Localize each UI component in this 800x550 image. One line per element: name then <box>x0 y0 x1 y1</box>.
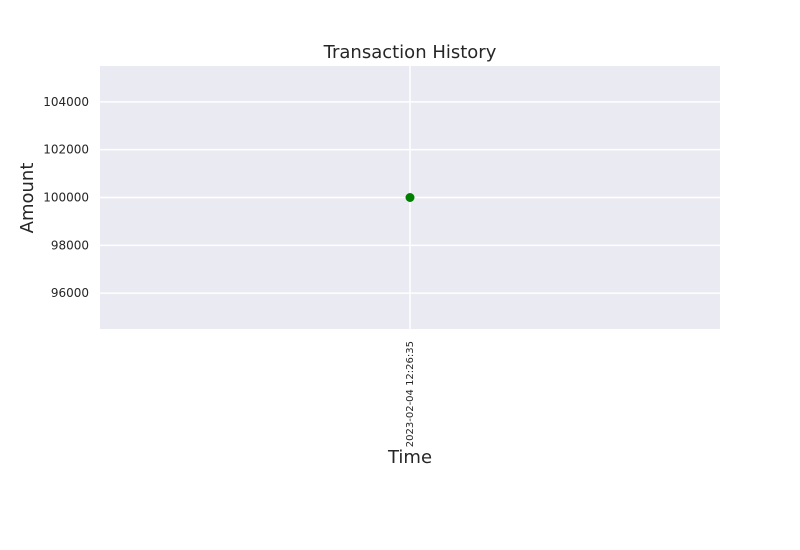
x-tick-labels: 2023-02-04 12:26:35 <box>405 341 416 447</box>
chart-title: Transaction History <box>323 42 497 63</box>
y-tick-labels: 96000 98000 100000 102000 104000 <box>43 95 89 300</box>
y-tick-label: 104000 <box>43 95 89 109</box>
data-points <box>405 193 415 202</box>
y-axis-label: Amount <box>17 163 38 234</box>
y-tick-label: 100000 <box>43 191 89 205</box>
y-tick-label: 96000 <box>51 286 89 300</box>
y-tick-label: 98000 <box>51 238 89 252</box>
x-tick-label: 2023-02-04 12:26:35 <box>405 341 416 447</box>
y-tick-label: 102000 <box>43 143 89 157</box>
data-point <box>405 193 415 202</box>
x-axis-label: Time <box>387 447 432 468</box>
